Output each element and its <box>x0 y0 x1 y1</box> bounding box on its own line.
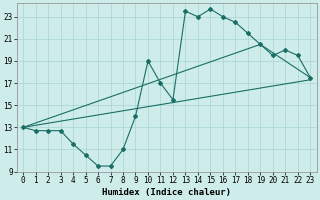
X-axis label: Humidex (Indice chaleur): Humidex (Indice chaleur) <box>102 188 231 197</box>
